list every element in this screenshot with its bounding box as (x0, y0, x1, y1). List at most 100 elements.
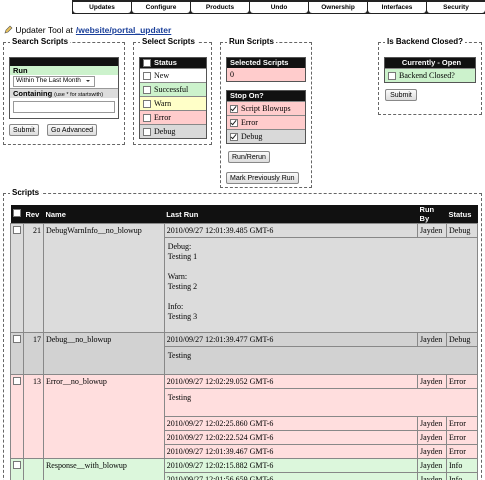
column-header: Rev (23, 205, 44, 224)
run-status: Error (446, 444, 478, 459)
last-run: 2010/09/27 12:02:25.860 GMT-6 (163, 416, 419, 431)
search-title: Search Scripts (10, 37, 71, 46)
checkbox[interactable] (13, 461, 21, 469)
tab[interactable]: Interfaces (368, 2, 426, 13)
run-by: Jayden (417, 430, 448, 445)
range-select[interactable]: Within The Last Month (13, 76, 95, 87)
run-title: Run Scripts (227, 37, 276, 46)
stop-panel: Stop On? Script Blowups Error Debug (226, 90, 306, 144)
backend-title: Is Backend Closed? (385, 37, 466, 46)
checkbox[interactable] (388, 71, 396, 80)
tab[interactable]: Undo (250, 2, 308, 13)
column-header: Run By (417, 205, 447, 224)
script-name[interactable]: Debug__no_blowup (45, 335, 112, 344)
checkbox[interactable] (230, 118, 238, 127)
checkbox[interactable] (230, 132, 238, 141)
name-cell: DebugWarnInfo__no_blowup (42, 223, 165, 333)
run-status: Error (446, 430, 478, 445)
detail-text: Info: Testing 3 (167, 302, 198, 321)
backend-submit[interactable]: Submit (385, 89, 417, 101)
containing-hint: (use * for startswith) (54, 92, 104, 98)
run-by: Jayden (417, 472, 448, 480)
header-prefix: Updater Tool at (15, 25, 73, 35)
search-form: Run Within The Last Month Containing (us… (9, 57, 119, 119)
tab[interactable]: Products (191, 2, 249, 13)
rev: 13 (32, 377, 41, 386)
run-label: Run (10, 66, 118, 75)
button[interactable]: Submit (9, 124, 39, 136)
search-box: Search Scripts Run Within The Last Month… (3, 37, 125, 145)
last-run: 2010/09/27 12:01:56.659 GMT-6 (163, 472, 419, 480)
checkbox-cell (10, 374, 24, 459)
status-list: Status New Successful Warn Error Debug (139, 57, 207, 139)
backend-status-header: Currently - Open (385, 58, 475, 68)
scripts-table: Rev Name Last Run Run By Status 21 DebugWarnI… (10, 205, 479, 480)
run-box: Run Scripts Selected Scripts 0 Stop On? … (220, 37, 312, 188)
checkbox[interactable] (143, 85, 151, 94)
run-by: Jayden (417, 444, 448, 459)
containing-input[interactable] (13, 101, 115, 113)
backend-box: Is Backend Closed? Currently - Open Back… (378, 37, 482, 115)
rev-cell: 17 (23, 332, 44, 375)
header-path-root[interactable]: /website/ (75, 25, 112, 35)
run-status: Error (446, 416, 478, 431)
status-row: New (140, 68, 206, 82)
button[interactable]: Mark Previously Run (226, 172, 299, 184)
tab[interactable]: Configure (132, 2, 190, 13)
select-box: Select Scripts Status New Successful Warn E… (133, 37, 212, 145)
detail-text: Debug: Testing 1 (167, 242, 198, 261)
name-cell: Response__with_blowup (42, 458, 165, 480)
tab[interactable]: Security (427, 2, 485, 13)
pencil-icon (4, 25, 13, 34)
tab[interactable]: Ownership (309, 2, 367, 13)
checkbox[interactable] (13, 335, 21, 343)
tab-bar: Updates Configure Products Undo Ownership Int… (72, 0, 485, 14)
select-title: Select Scripts (140, 37, 197, 46)
stop-row: Error (227, 115, 305, 129)
checkbox[interactable] (143, 127, 151, 136)
checkbox[interactable] (143, 99, 151, 108)
button[interactable]: Go Advanced (47, 124, 98, 136)
detail-cell: Testing (163, 388, 479, 417)
script-name[interactable]: DebugWarnInfo__no_blowup (45, 226, 142, 235)
name-cell: Error__no_blowup (42, 374, 165, 459)
containing-label: Containing (13, 89, 53, 98)
run-by: Jayden (417, 374, 448, 389)
status-row: Warn (140, 96, 206, 110)
detail-cell: Testing (163, 346, 479, 375)
column-header: Last Run (164, 205, 418, 224)
checkbox[interactable] (13, 226, 21, 234)
run-row: 13 Error__no_blowup 2010/09/27 12:02:29.05… (10, 374, 478, 459)
name-cell: Debug__no_blowup (42, 332, 165, 375)
selected-panel: Selected Scripts 0 (226, 57, 306, 82)
run-by: Jayden (417, 332, 448, 347)
selected-label: Selected Scripts (227, 58, 305, 68)
run-by: Jayden (417, 223, 448, 238)
last-run: 2010/09/27 12:01:39.467 GMT-6 (163, 444, 419, 459)
button[interactable]: Run/Rerun (228, 151, 270, 163)
backend-option: Backend Closed? (399, 71, 455, 80)
checkbox[interactable] (230, 104, 238, 113)
page-header: Updater Tool at/website/portal_updater (4, 25, 171, 35)
header-path-leaf[interactable]: portal_updater (111, 25, 172, 35)
status-row: Successful (140, 82, 206, 96)
status-label: Debug (154, 127, 176, 136)
run-row: 17 Debug__no_blowup 2010/09/27 12:01:39.47… (10, 332, 478, 375)
run-by: Jayden (417, 416, 448, 431)
search-header-bar (10, 58, 118, 66)
checkbox[interactable] (13, 377, 21, 385)
script-name[interactable]: Error__no_blowup (45, 377, 107, 386)
checkbox-all[interactable] (12, 209, 21, 217)
status-label: Error (154, 113, 171, 122)
tab[interactable]: Updates (73, 2, 131, 13)
status-row: Debug (140, 124, 206, 138)
script-name[interactable]: Response__with_blowup (45, 461, 127, 470)
checkbox-all[interactable] (143, 59, 151, 67)
checkbox[interactable] (143, 113, 151, 122)
status-header-label: Status (154, 58, 177, 67)
checkbox[interactable] (143, 71, 151, 80)
column-header: Status (446, 205, 478, 224)
run-status: Debug (446, 223, 478, 238)
detail-text: Testing (167, 393, 192, 402)
